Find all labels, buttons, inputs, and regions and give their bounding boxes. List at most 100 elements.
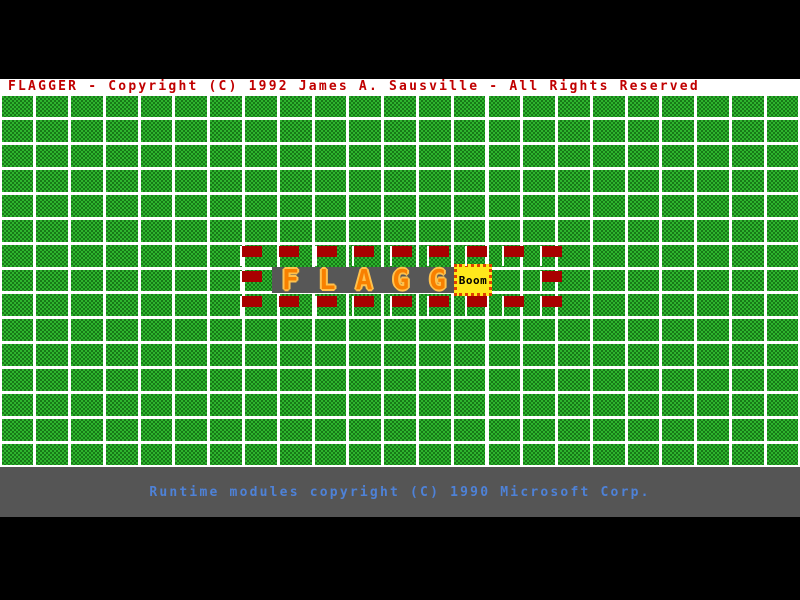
grid-tile[interactable] [731,369,764,391]
grid-tile[interactable] [349,443,382,466]
grid-tile[interactable] [140,95,173,118]
grid-tile[interactable] [384,170,416,192]
grid-tile[interactable] [349,120,382,143]
grid-tile[interactable] [731,344,764,367]
grid-tile[interactable] [627,95,660,118]
grid-tile[interactable] [105,120,138,143]
grid-tile[interactable] [210,244,242,267]
grid-tile[interactable] [766,344,799,367]
grid-tile[interactable] [349,344,382,367]
grid-tile[interactable] [697,95,729,118]
grid-tile[interactable] [488,294,521,317]
grid-tile[interactable] [766,145,799,168]
grid-tile[interactable] [662,319,695,342]
grid-tile[interactable] [697,418,729,441]
grid-tile[interactable] [175,170,208,192]
grid-tile[interactable] [105,244,138,267]
grid-tile[interactable] [558,219,590,242]
grid-tile[interactable] [71,319,103,342]
grid-tile[interactable] [384,195,416,217]
grid-tile[interactable] [314,344,347,367]
grid-tile[interactable] [592,393,625,416]
grid-tile[interactable] [418,95,451,118]
grid-tile[interactable] [349,369,382,391]
grid-tile[interactable] [210,418,242,441]
grid-tile[interactable] [766,244,799,267]
grid-tile[interactable] [175,319,208,342]
grid-tile[interactable] [488,120,521,143]
grid-tile[interactable] [279,145,312,168]
grid-tile[interactable] [488,95,521,118]
grid-tile[interactable] [697,294,729,317]
grid-tile[interactable] [558,269,590,292]
grid-tile[interactable] [592,145,625,168]
grid-tile[interactable] [175,418,208,441]
grid-tile[interactable] [592,195,625,217]
grid-tile[interactable] [731,319,764,342]
grid-tile[interactable] [314,369,347,391]
grid-tile[interactable] [523,443,555,466]
grid-tile[interactable] [766,95,799,118]
grid-tile[interactable] [558,369,590,391]
grid-tile[interactable] [105,170,138,192]
grid-tile[interactable] [1,269,34,292]
grid-tile[interactable] [627,120,660,143]
grid-tile[interactable] [314,145,347,168]
grid-tile[interactable] [697,170,729,192]
grid-tile[interactable] [731,294,764,317]
grid-tile[interactable] [105,95,138,118]
grid-tile[interactable] [175,393,208,416]
grid-tile[interactable] [766,443,799,466]
grid-tile[interactable] [592,269,625,292]
grid-tile[interactable] [210,95,242,118]
grid-tile[interactable] [697,195,729,217]
grid-tile[interactable] [349,195,382,217]
grid-tile[interactable] [731,195,764,217]
grid-tile[interactable] [175,443,208,466]
grid-tile[interactable] [558,393,590,416]
grid-tile[interactable] [384,145,416,168]
grid-tile[interactable] [418,418,451,441]
grid-tile[interactable] [418,145,451,168]
grid-tile[interactable] [592,344,625,367]
grid-tile[interactable] [662,145,695,168]
grid-tile[interactable] [1,344,34,367]
grid-tile[interactable] [140,319,173,342]
grid-tile[interactable] [175,219,208,242]
grid-tile[interactable] [314,95,347,118]
grid-tile[interactable] [245,195,277,217]
grid-tile[interactable] [418,369,451,391]
grid-tile[interactable] [697,120,729,143]
grid-tile[interactable] [140,269,173,292]
grid-tile[interactable] [1,418,34,441]
grid-tile[interactable] [662,170,695,192]
grid-tile[interactable] [175,269,208,292]
grid-tile[interactable] [662,443,695,466]
grid-tile[interactable] [314,443,347,466]
grid-tile[interactable] [279,393,312,416]
grid-tile[interactable] [697,369,729,391]
grid-tile[interactable] [558,145,590,168]
grid-tile[interactable] [731,95,764,118]
grid-tile[interactable] [523,95,555,118]
grid-tile[interactable] [71,120,103,143]
grid-tile[interactable] [488,219,521,242]
grid-tile[interactable] [697,344,729,367]
grid-tile[interactable] [627,219,660,242]
grid-tile[interactable] [36,145,69,168]
grid-tile[interactable] [175,369,208,391]
grid-tile[interactable] [175,120,208,143]
grid-tile[interactable] [592,443,625,466]
grid-tile[interactable] [558,344,590,367]
grid-tile[interactable] [697,443,729,466]
grid-tile[interactable] [662,344,695,367]
grid-tile[interactable] [245,170,277,192]
grid-tile[interactable] [453,219,486,242]
grid-tile[interactable] [140,195,173,217]
grid-tile[interactable] [140,120,173,143]
grid-tile[interactable] [210,170,242,192]
grid-tile[interactable] [418,195,451,217]
grid-tile[interactable] [731,269,764,292]
grid-tile[interactable] [662,369,695,391]
grid-tile[interactable] [71,443,103,466]
